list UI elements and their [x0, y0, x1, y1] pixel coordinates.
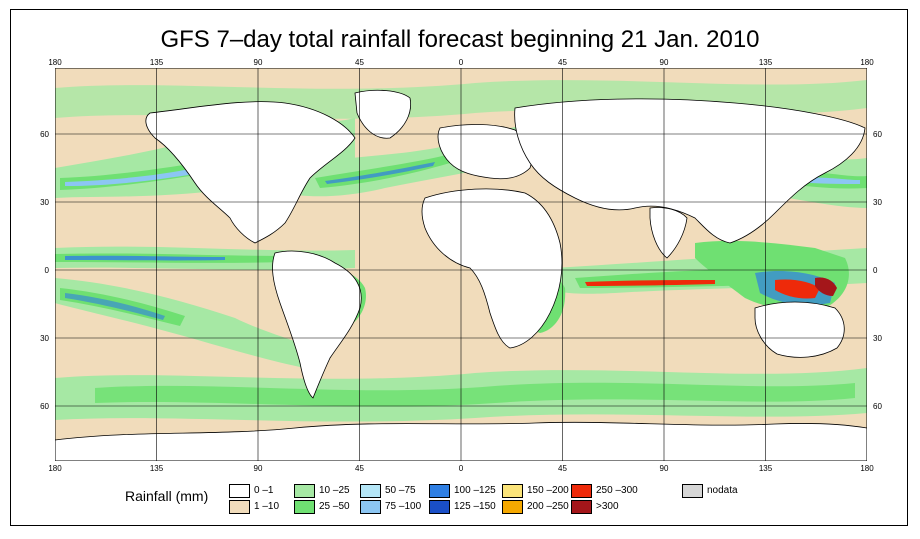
legend-title: Rainfall (mm) — [125, 488, 209, 504]
legend-swatch — [294, 500, 315, 514]
legend-label: 50 –75 — [385, 485, 416, 496]
rainfall-map — [55, 68, 867, 461]
legend-label: 0 –1 — [254, 485, 274, 496]
legend-label: 25 –50 — [319, 501, 350, 512]
legend-label: 100 –125 — [454, 485, 496, 496]
legend-swatch — [429, 500, 450, 514]
legend-swatch — [682, 484, 703, 498]
legend-label: 250 –300 — [596, 485, 638, 496]
legend-swatch — [571, 500, 592, 514]
legend-swatch — [502, 500, 523, 514]
legend-swatch — [360, 484, 381, 498]
legend-label: 75 –100 — [385, 501, 422, 512]
figure-frame — [10, 9, 908, 526]
legend-swatch — [571, 484, 592, 498]
legend-swatch — [429, 484, 450, 498]
legend-swatch — [360, 500, 381, 514]
legend-swatch — [229, 500, 250, 514]
map-title: GFS 7–day total rainfall forecast beginn… — [160, 26, 760, 53]
graticule — [55, 68, 867, 461]
legend-label: nodata — [707, 485, 738, 496]
legend-label: 125 –150 — [454, 501, 496, 512]
legend-swatch — [294, 484, 315, 498]
legend-swatch — [229, 484, 250, 498]
legend-label: >300 — [596, 501, 619, 512]
legend-label: 1 –10 — [254, 501, 280, 512]
legend-swatch — [502, 484, 523, 498]
legend-label: 10 –25 — [319, 485, 350, 496]
legend-label: 200 –250 — [527, 501, 569, 512]
legend-label: 150 –200 — [527, 485, 569, 496]
